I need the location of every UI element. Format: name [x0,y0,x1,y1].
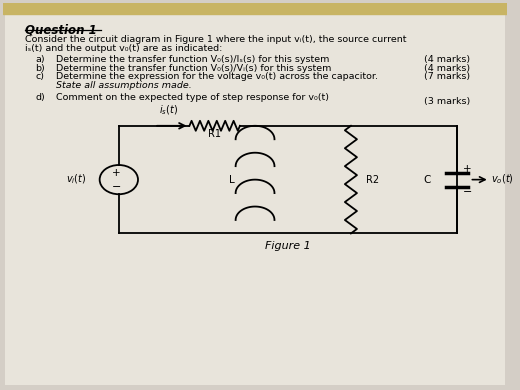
Text: Determine the transfer function V₀(s)/Iₛ(s) for this system: Determine the transfer function V₀(s)/Iₛ… [56,55,329,64]
Bar [3,3,508,14]
Text: −: − [463,187,472,197]
Text: +: + [112,168,121,179]
Text: (4 marks): (4 marks) [424,64,470,73]
Text: R2: R2 [366,175,379,184]
Text: $i_s(t)$: $i_s(t)$ [159,104,178,117]
Text: Question 1: Question 1 [25,24,97,37]
Text: L: L [229,175,235,184]
Text: iₛ(t) and the output v₀(t) are as indicated:: iₛ(t) and the output v₀(t) are as indica… [25,44,223,53]
Text: Determine the expression for the voltage v₀(t) across the capacitor.: Determine the expression for the voltage… [56,73,378,82]
Text: R1: R1 [208,129,221,138]
Text: a): a) [35,55,45,64]
Text: Figure 1: Figure 1 [265,241,311,251]
Text: $v_o(t)$: $v_o(t)$ [491,173,514,186]
Text: −: − [112,182,121,192]
Text: (7 marks): (7 marks) [424,73,470,82]
Text: (3 marks): (3 marks) [424,97,470,106]
Text: Determine the transfer function V₀(s)/Vᵢ(s) for this system: Determine the transfer function V₀(s)/Vᵢ… [56,64,331,73]
Text: C: C [423,175,430,184]
Text: (4 marks): (4 marks) [424,55,470,64]
Text: c): c) [35,73,45,82]
Text: b): b) [35,64,45,73]
Text: $v_i(t)$: $v_i(t)$ [66,173,86,186]
Text: d): d) [35,93,45,102]
Text: Comment on the expected type of step response for v₀(t): Comment on the expected type of step res… [56,93,329,102]
Text: State all assumptions made.: State all assumptions made. [56,81,191,90]
Text: +: + [463,164,472,174]
Text: Consider the circuit diagram in Figure 1 where the input vᵢ(t), the source curre: Consider the circuit diagram in Figure 1… [25,35,407,44]
